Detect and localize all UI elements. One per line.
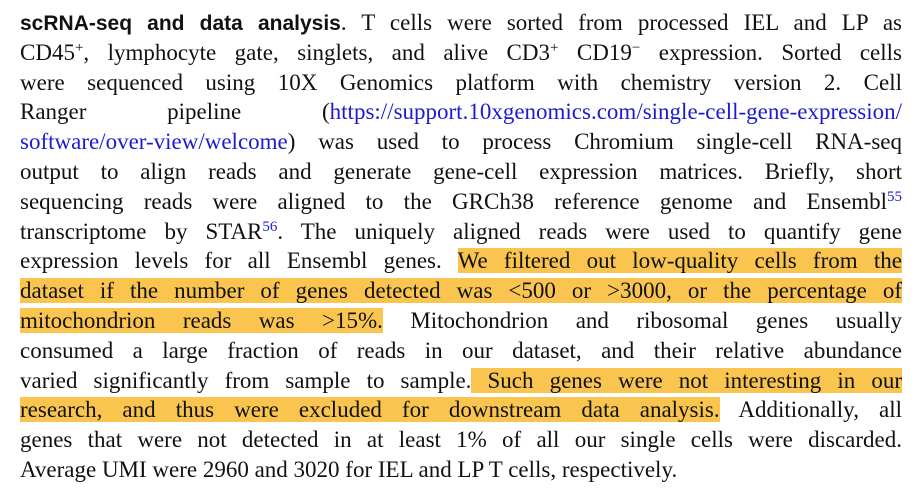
text: . T cells were sorted from processed IEL…	[340, 10, 902, 35]
text: were sequenced using 10X Genomics platfo…	[20, 69, 902, 95]
line: consumed a large fraction of reads in ou…	[20, 336, 902, 366]
text: genes that were not detected in at least…	[20, 427, 902, 453]
text: varied significantly from sample to samp…	[20, 367, 472, 393]
line: Average UMI were 2960 and 3020 for IEL a…	[20, 455, 902, 485]
line: varied significantly from sample to samp…	[20, 366, 902, 396]
line: mitochondrion reads was >15%. Mitochondr…	[20, 306, 902, 336]
text: ) was used to process Chromium single-ce…	[287, 129, 902, 155]
text: . The uniquely aligned reads were used t…	[277, 218, 902, 244]
text: expression levels for all Ensembl genes.	[20, 248, 458, 274]
text: expression. Sorted cells	[640, 39, 903, 65]
line: scRNA-seq and data analysis. T cells wer…	[20, 8, 902, 38]
line: sequencing reads were aligned to the GRC…	[20, 187, 902, 217]
text: Average UMI were 2960 and 3020 for IEL a…	[20, 456, 678, 482]
text: sequencing reads were aligned to the GRC…	[20, 188, 887, 214]
highlight: dataset if the number of genes detected …	[20, 278, 902, 304]
citation[interactable]: 56	[262, 218, 278, 235]
line: research, and thus were excluded for dow…	[20, 395, 902, 425]
text: transcriptome by STAR	[20, 218, 263, 244]
line: expression levels for all Ensembl genes.…	[20, 246, 902, 276]
line: Ranger pipeline (https://support.10xgeno…	[20, 97, 902, 127]
line: CD45+, lymphocyte gate, singlets, and al…	[20, 38, 902, 68]
superscript: +	[74, 39, 84, 56]
text: CD19	[558, 39, 632, 65]
line: output to align reads and generate gene-…	[20, 157, 902, 187]
highlight: mitochondrion reads was >15%.	[20, 307, 383, 333]
text: Additionally, all	[719, 397, 903, 423]
text: , lymphocyte gate, singlets, and alive C…	[83, 39, 550, 65]
text: CD45	[20, 39, 75, 65]
highlight: research, and thus were excluded for dow…	[20, 397, 720, 423]
text: output to align reads and generate gene-…	[20, 158, 902, 184]
text: Ranger pipeline (	[20, 99, 330, 125]
highlight: Such genes were not interesting in our	[471, 367, 902, 393]
line: software/over-view/welcome) was used to …	[20, 127, 902, 157]
text: Mitochondrion and ribosomal genes usuall…	[382, 307, 903, 333]
line: transcriptome by STAR56. The uniquely al…	[20, 217, 902, 247]
superscript: +	[549, 39, 559, 56]
line: were sequenced using 10X Genomics platfo…	[20, 68, 902, 98]
paragraph: scRNA-seq and data analysis. T cells wer…	[20, 8, 902, 485]
link[interactable]: https://support.10xgenomics.com/single-c…	[329, 99, 902, 125]
citation[interactable]: 55	[887, 188, 902, 205]
line: genes that were not detected in at least…	[20, 425, 902, 455]
heading: scRNA-seq and data analysis	[20, 12, 341, 35]
text: consumed a large fraction of reads in ou…	[20, 337, 902, 363]
superscript: −	[631, 39, 641, 56]
line: dataset if the number of genes detected …	[20, 276, 902, 306]
highlight: We filtered out low-quality cells from t…	[457, 248, 902, 274]
link[interactable]: software/over-view/welcome	[20, 129, 288, 155]
